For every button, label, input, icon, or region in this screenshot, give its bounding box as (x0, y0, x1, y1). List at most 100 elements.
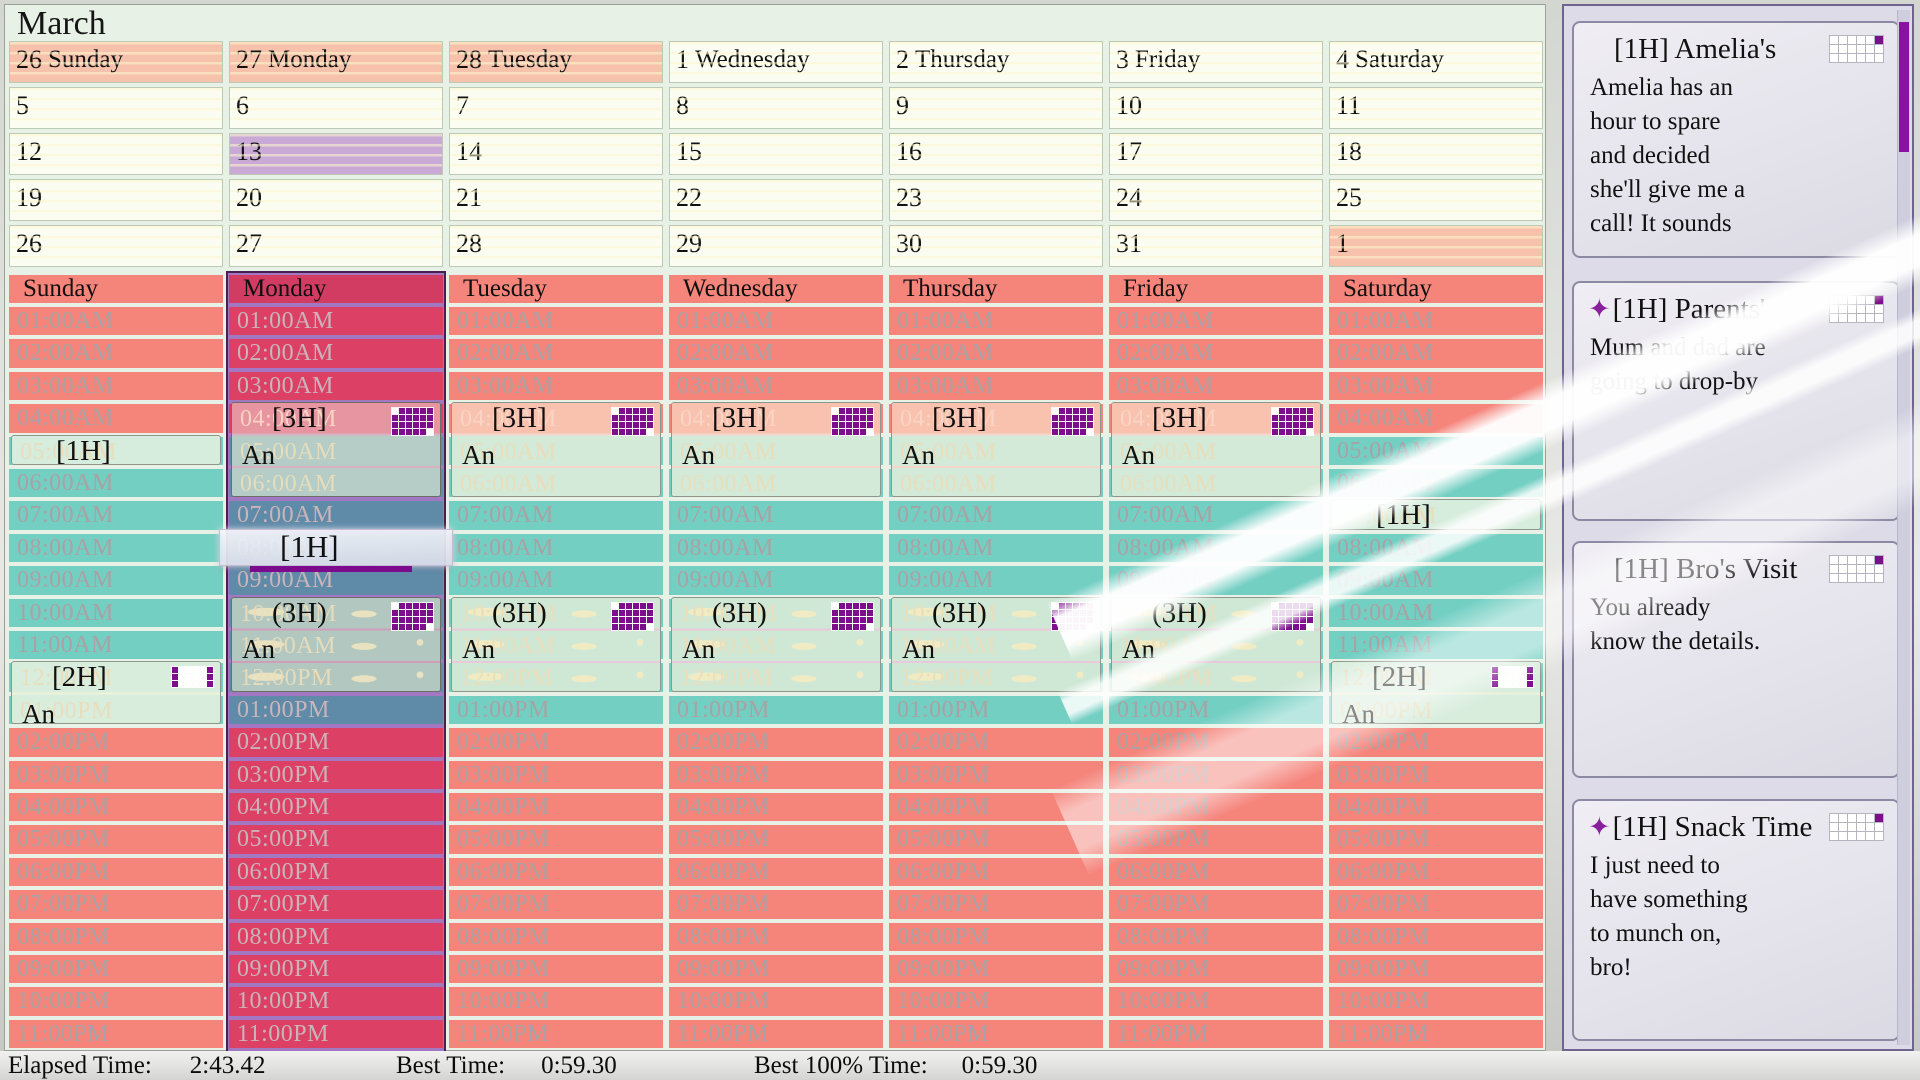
slot-sunday-02:00AM[interactable]: 02:00AM (9, 339, 223, 368)
event-3H-monday[interactable]: 10:00AM 11:00AM 12:00PM (3H) An (231, 596, 441, 692)
month-cell-26[interactable]: 26 Sunday (9, 41, 223, 83)
month-cell-12[interactable]: 12 (9, 133, 223, 175)
event-2H-sunday[interactable]: 12:00PM 01:00PM [2H] An (11, 661, 221, 725)
month-cell-1[interactable]: 1 (1329, 225, 1543, 267)
slot-friday-03:00AM[interactable]: 03:00AM (1109, 371, 1323, 401)
slot-friday-02:00PM[interactable]: 02:00PM (1109, 728, 1323, 757)
slot-wednesday-07:00AM[interactable]: 07:00AM (669, 501, 883, 530)
slot-monday-05:00PM[interactable]: 05:00PM (229, 825, 443, 854)
slot-tuesday-06:00PM[interactable]: 06:00PM (449, 857, 663, 887)
sidebar-scrollbar-thumb[interactable] (1899, 22, 1909, 152)
slot-saturday-04:00PM[interactable]: 04:00PM (1329, 793, 1543, 822)
slot-saturday-09:00PM[interactable]: 09:00PM (1329, 955, 1543, 984)
slot-wednesday-06:00PM[interactable]: 06:00PM (669, 857, 883, 887)
slot-wednesday-04:00PM[interactable]: 04:00PM (669, 793, 883, 822)
slot-thursday-02:00AM[interactable]: 02:00AM (889, 339, 1103, 368)
slot-wednesday-01:00AM[interactable]: 01:00AM (669, 307, 883, 336)
slot-thursday-07:00PM[interactable]: 07:00PM (889, 890, 1103, 919)
slot-wednesday-03:00PM[interactable]: 03:00PM (669, 760, 883, 789)
slot-sunday-03:00AM[interactable]: 03:00AM (9, 371, 223, 401)
event-3H-tuesday[interactable]: 04:00AM 05:00AM 06:00AM [3H] An (451, 402, 661, 498)
month-cell-15[interactable]: 15 (669, 133, 883, 175)
month-cell-24[interactable]: 24 (1109, 179, 1323, 221)
slot-tuesday-05:00PM[interactable]: 05:00PM (449, 825, 663, 854)
slot-sunday-11:00PM[interactable]: 11:00PM (9, 1019, 223, 1049)
month-cell-27[interactable]: 27 Monday (229, 41, 443, 83)
slot-wednesday-08:00AM[interactable]: 08:00AM (669, 533, 883, 563)
month-cell-7[interactable]: 7 (449, 87, 663, 129)
slot-wednesday-08:00PM[interactable]: 08:00PM (669, 922, 883, 951)
slot-saturday-11:00AM[interactable]: 11:00AM (1329, 631, 1543, 660)
slot-saturday-08:00AM[interactable]: 08:00AM (1329, 533, 1543, 563)
week-day-header-friday[interactable]: Friday (1109, 275, 1323, 303)
slot-wednesday-09:00AM[interactable]: 09:00AM (669, 566, 883, 595)
month-cell-8[interactable]: 8 (669, 87, 883, 129)
slot-sunday-01:00AM[interactable]: 01:00AM (9, 307, 223, 336)
week-day-header-sunday[interactable]: Sunday (9, 275, 223, 303)
event-3H-friday[interactable]: 04:00AM 05:00AM 06:00AM [3H] An (1111, 402, 1321, 498)
month-cell-3[interactable]: 3 Friday (1109, 41, 1323, 83)
month-cell-16[interactable]: 16 (889, 133, 1103, 175)
month-cell-23[interactable]: 23 (889, 179, 1103, 221)
slot-monday-02:00PM[interactable]: 02:00PM (229, 728, 443, 757)
slot-friday-02:00AM[interactable]: 02:00AM (1109, 339, 1323, 368)
slot-wednesday-07:00PM[interactable]: 07:00PM (669, 890, 883, 919)
slot-friday-11:00PM[interactable]: 11:00PM (1109, 1019, 1323, 1049)
slot-thursday-08:00PM[interactable]: 08:00PM (889, 922, 1103, 951)
slot-friday-09:00AM[interactable]: 09:00AM (1109, 566, 1323, 595)
slot-wednesday-05:00PM[interactable]: 05:00PM (669, 825, 883, 854)
slot-tuesday-02:00AM[interactable]: 02:00AM (449, 339, 663, 368)
slot-monday-03:00AM[interactable]: 03:00AM (229, 371, 443, 401)
slot-monday-08:00PM[interactable]: 08:00PM (229, 922, 443, 951)
slot-friday-01:00PM[interactable]: 01:00PM (1109, 695, 1323, 725)
slot-saturday-08:00PM[interactable]: 08:00PM (1329, 922, 1543, 951)
slot-thursday-01:00AM[interactable]: 01:00AM (889, 307, 1103, 336)
slot-friday-09:00PM[interactable]: 09:00PM (1109, 955, 1323, 984)
slot-monday-10:00PM[interactable]: 10:00PM (229, 987, 443, 1016)
slot-tuesday-09:00AM[interactable]: 09:00AM (449, 566, 663, 595)
slot-sunday-10:00AM[interactable]: 10:00AM (9, 598, 223, 627)
slot-saturday-01:00AM[interactable]: 01:00AM (1329, 307, 1543, 336)
slot-monday-07:00AM[interactable]: 07:00AM (229, 501, 443, 530)
event-3H-monday[interactable]: 04:00AM 05:00AM 06:00AM [3H] An (231, 402, 441, 498)
week-day-header-tuesday[interactable]: Tuesday (449, 275, 663, 303)
slot-saturday-06:00AM[interactable]: 06:00AM (1329, 469, 1543, 498)
month-cell-25[interactable]: 25 (1329, 179, 1543, 221)
month-cell-28[interactable]: 28 Tuesday (449, 41, 663, 83)
slot-saturday-03:00AM[interactable]: 03:00AM (1329, 371, 1543, 401)
dragged-event[interactable]: [1H] (219, 528, 453, 572)
slot-monday-09:00PM[interactable]: 09:00PM (229, 955, 443, 984)
week-day-header-wednesday[interactable]: Wednesday (669, 275, 883, 303)
month-cell-1[interactable]: 1 Wednesday (669, 41, 883, 83)
slot-tuesday-07:00AM[interactable]: 07:00AM (449, 501, 663, 530)
slot-sunday-08:00PM[interactable]: 08:00PM (9, 922, 223, 951)
slot-thursday-01:00PM[interactable]: 01:00PM (889, 695, 1103, 725)
slot-saturday-06:00PM[interactable]: 06:00PM (1329, 857, 1543, 887)
slot-wednesday-02:00PM[interactable]: 02:00PM (669, 728, 883, 757)
slot-thursday-11:00PM[interactable]: 11:00PM (889, 1019, 1103, 1049)
event-3H-thursday[interactable]: 04:00AM 05:00AM 06:00AM [3H] An (891, 402, 1101, 498)
event-3H-wednesday[interactable]: 04:00AM 05:00AM 06:00AM [3H] An (671, 402, 881, 498)
slot-tuesday-11:00PM[interactable]: 11:00PM (449, 1019, 663, 1049)
slot-tuesday-08:00PM[interactable]: 08:00PM (449, 922, 663, 951)
slot-thursday-03:00AM[interactable]: 03:00AM (889, 371, 1103, 401)
slot-sunday-06:00PM[interactable]: 06:00PM (9, 857, 223, 887)
month-cell-30[interactable]: 30 (889, 225, 1103, 267)
event-2H-saturday[interactable]: 12:00PM 01:00PM [2H] An (1331, 661, 1541, 725)
slot-wednesday-10:00PM[interactable]: 10:00PM (669, 987, 883, 1016)
slot-wednesday-11:00PM[interactable]: 11:00PM (669, 1019, 883, 1049)
month-cell-19[interactable]: 19 (9, 179, 223, 221)
slot-wednesday-09:00PM[interactable]: 09:00PM (669, 955, 883, 984)
slot-tuesday-07:00PM[interactable]: 07:00PM (449, 890, 663, 919)
month-cell-11[interactable]: 11 (1329, 87, 1543, 129)
slot-tuesday-01:00PM[interactable]: 01:00PM (449, 695, 663, 725)
slot-friday-07:00AM[interactable]: 07:00AM (1109, 501, 1323, 530)
slot-sunday-09:00PM[interactable]: 09:00PM (9, 955, 223, 984)
slot-saturday-03:00PM[interactable]: 03:00PM (1329, 760, 1543, 789)
task-card--h-parents-[interactable]: ✦[1H] Parents' Mum and dad are going to d… (1572, 281, 1900, 521)
slot-tuesday-10:00PM[interactable]: 10:00PM (449, 987, 663, 1016)
event-3H-tuesday[interactable]: 10:00AM 11:00AM 12:00PM (3H) An (451, 596, 661, 692)
slot-sunday-05:00PM[interactable]: 05:00PM (9, 825, 223, 854)
slot-sunday-07:00PM[interactable]: 07:00PM (9, 890, 223, 919)
month-cell-29[interactable]: 29 (669, 225, 883, 267)
